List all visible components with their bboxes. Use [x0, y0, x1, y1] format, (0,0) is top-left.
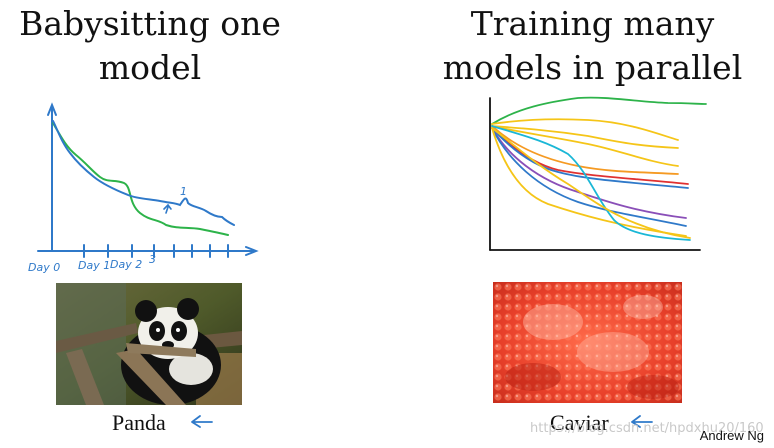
curve-blue-1	[491, 127, 689, 189]
caviar-illustration	[493, 282, 682, 403]
watermark-url: https://blog.csdn.net/hpdxhu20/160	[530, 421, 764, 436]
curve-yellow-5	[491, 127, 691, 239]
left-tick-label-day0: Day 0	[28, 261, 60, 274]
left-green-curve	[52, 122, 229, 236]
right-axes	[489, 97, 701, 251]
right-title-line2: models in parallel	[442, 48, 743, 87]
arrow-left-icon	[191, 415, 213, 428]
caviar-image	[493, 282, 682, 403]
left-annotation-arrow	[163, 203, 172, 214]
left-annotation-1: 1	[180, 185, 187, 198]
curve-yellow-3	[491, 125, 679, 167]
arrow-left-icon	[631, 415, 653, 428]
panda-caption: Panda	[112, 410, 166, 435]
left-title-line1: Babysitting one	[19, 4, 281, 43]
left-title: Babysitting one model	[0, 2, 300, 90]
curve-green-top	[491, 96, 707, 125]
left-axes	[37, 102, 259, 258]
right-title-line1: Training many	[470, 4, 715, 43]
panda-illustration	[56, 283, 242, 405]
curve-red	[491, 127, 689, 185]
left-tick-label-day1: Day 1	[78, 259, 110, 272]
left-tick-label-3: 3	[149, 253, 156, 266]
left-title-line2: model	[98, 48, 202, 87]
panda-image	[56, 283, 242, 405]
curve-yellow-2	[491, 125, 679, 149]
right-title: Training many models in parallel	[420, 2, 765, 90]
curve-blue-2	[491, 127, 687, 227]
left-tick-labels: Day 0 Day 1 Day 2 3	[28, 253, 156, 274]
right-curves	[491, 96, 707, 241]
caviar-caption: Caviar	[550, 410, 609, 435]
left-x-arrow	[245, 246, 259, 256]
curve-yellow-4	[491, 127, 687, 237]
left-tick-label-day2: Day 2	[110, 258, 142, 271]
author-credit: Andrew Ng	[699, 428, 764, 443]
parallel-models-plot	[489, 96, 707, 251]
left-blue-curve	[52, 120, 235, 226]
curve-cyan	[491, 125, 691, 241]
curve-yellow-1	[491, 118, 679, 141]
left-y-arrow	[47, 102, 57, 116]
babysitting-curve-plot: 1 Day 0 Day 1 Day 2 3	[28, 102, 259, 274]
curve-purple	[491, 127, 687, 219]
